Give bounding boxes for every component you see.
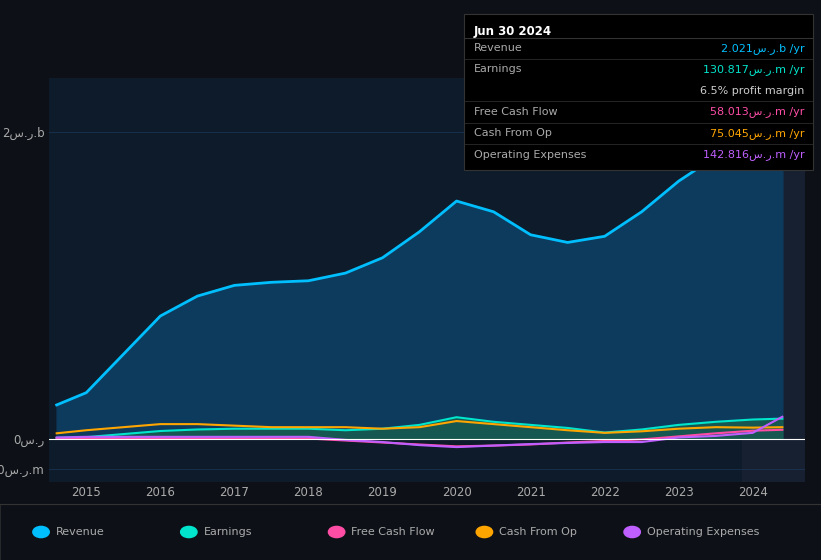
Text: Operating Expenses: Operating Expenses: [474, 150, 586, 160]
Text: Free Cash Flow: Free Cash Flow: [474, 107, 557, 117]
Text: Cash From Op: Cash From Op: [474, 128, 552, 138]
Text: 130.817س.ر.m /yr: 130.817س.ر.m /yr: [703, 64, 805, 75]
Text: 6.5% profit margin: 6.5% profit margin: [700, 86, 805, 96]
Text: Jun 30 2024: Jun 30 2024: [474, 25, 552, 39]
Text: Earnings: Earnings: [204, 527, 252, 537]
Text: 58.013س.ر.m /yr: 58.013س.ر.m /yr: [710, 106, 805, 118]
Text: Cash From Op: Cash From Op: [499, 527, 577, 537]
Text: Earnings: Earnings: [474, 64, 522, 74]
Text: Revenue: Revenue: [56, 527, 104, 537]
Text: 2.021س.ر.b /yr: 2.021س.ر.b /yr: [721, 43, 805, 54]
Text: 142.816س.ر.m /yr: 142.816س.ر.m /yr: [703, 149, 805, 160]
Text: 75.045س.ر.m /yr: 75.045س.ر.m /yr: [710, 128, 805, 139]
Bar: [741, 78, 821, 482]
Text: Revenue: Revenue: [474, 43, 522, 53]
Text: Free Cash Flow: Free Cash Flow: [351, 527, 435, 537]
Text: Operating Expenses: Operating Expenses: [647, 527, 759, 537]
